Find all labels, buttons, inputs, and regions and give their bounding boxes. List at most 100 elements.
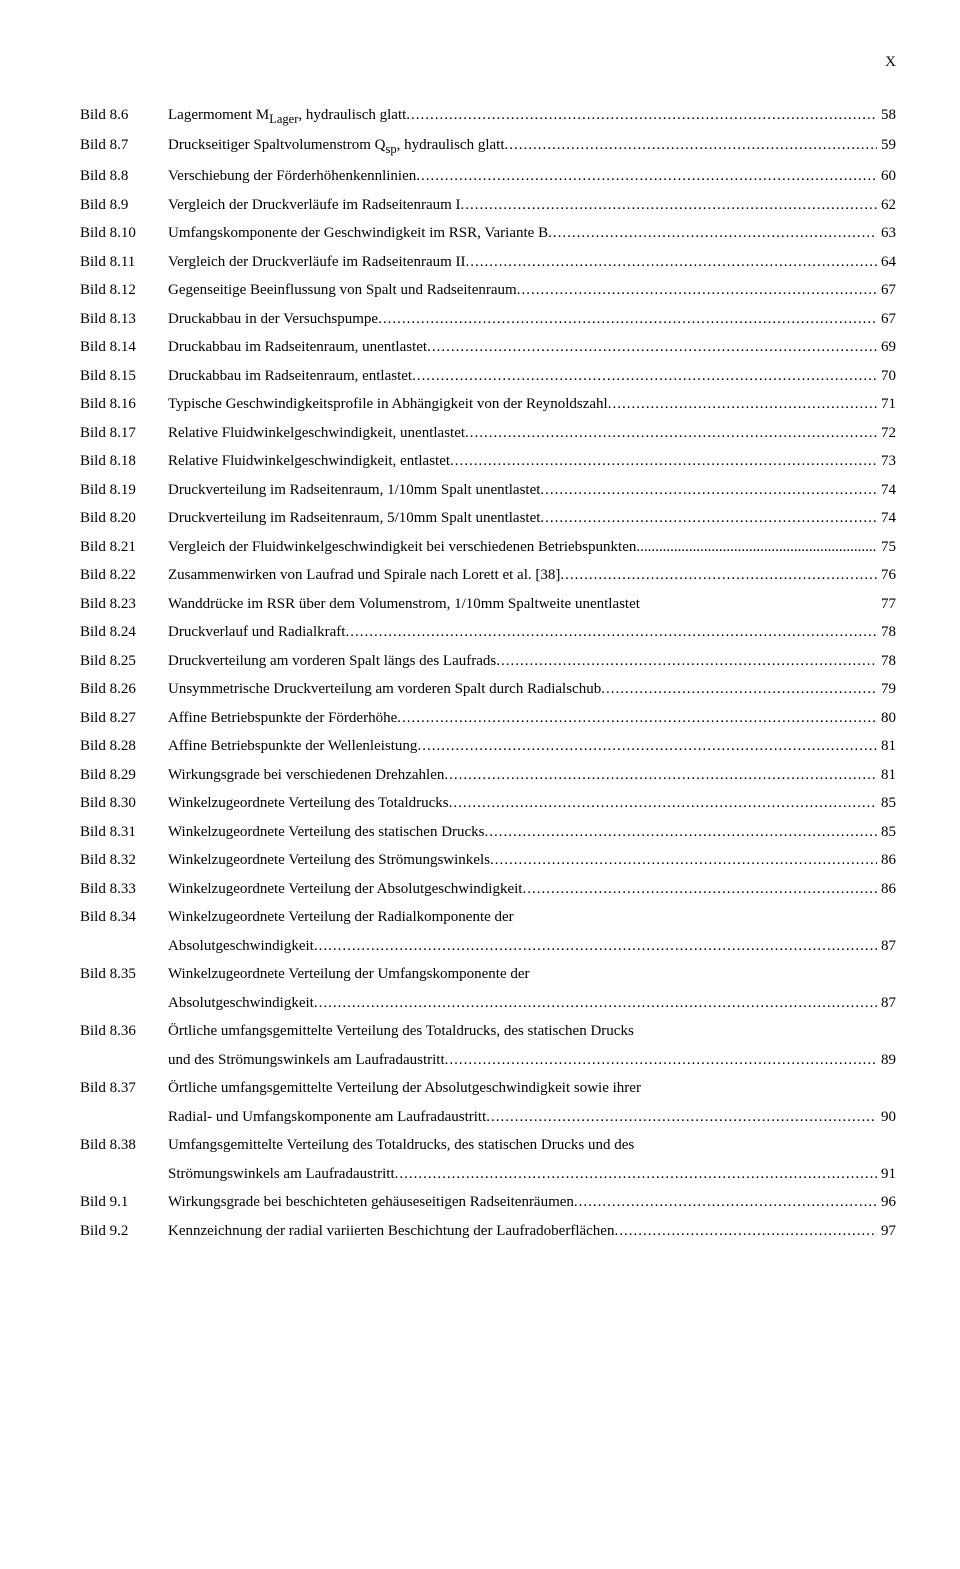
toc-entry: Bild 9.1Wirkungsgrade bei beschichteten … <box>80 1188 896 1217</box>
entry-page: 59 <box>877 131 896 160</box>
entry-title: Druckverteilung im Radseitenraum, 5/10mm… <box>168 504 540 533</box>
entry-text: Druckverteilung im Radseitenraum, 5/10mm… <box>168 504 896 533</box>
entry-title: Verschiebung der Förderhöhenkennlinien <box>168 162 416 191</box>
entry-page: 89 <box>877 1046 896 1075</box>
entry-label: Bild 8.10 <box>80 219 168 248</box>
entry-title: Druckverlauf und Radialkraft <box>168 618 345 647</box>
dot-leader <box>465 419 877 448</box>
entry-title: Wirkungsgrade bei verschiedenen Drehzahl… <box>168 761 444 790</box>
entry-title: Druckabbau im Radseitenraum, entlastet <box>168 362 412 391</box>
entry-title: Typische Geschwindigkeitsprofile in Abhä… <box>168 390 608 419</box>
toc-entry: Bild 8.38Umfangsgemittelte Verteilung de… <box>80 1131 896 1188</box>
entry-text: Winkelzugeordnete Verteilung des Strömun… <box>168 846 896 875</box>
entry-title: Affine Betriebspunkte der Förderhöhe <box>168 704 397 733</box>
entry-line: Typische Geschwindigkeitsprofile in Abhä… <box>168 390 896 419</box>
entry-line: Örtliche umfangsgemittelte Verteilung de… <box>168 1074 896 1103</box>
entry-line: Relative Fluidwinkelgeschwindigkeit, ent… <box>168 447 896 476</box>
entry-page: 67 <box>877 305 896 334</box>
figure-list: Bild 8.6Lagermoment MLager, hydraulisch … <box>80 101 896 1246</box>
entry-line: Verschiebung der Förderhöhenkennlinien 60 <box>168 162 896 191</box>
entry-page: 81 <box>877 732 896 761</box>
entry-text: Umfangsgemittelte Verteilung des Totaldr… <box>168 1131 896 1188</box>
toc-entry: Bild 8.17Relative Fluidwinkelgeschwindig… <box>80 419 896 448</box>
entry-title: Druckverteilung im Radseitenraum, 1/10mm… <box>168 476 540 505</box>
entry-label: Bild 8.31 <box>80 818 168 847</box>
toc-entry: Bild 8.26Unsymmetrische Druckverteilung … <box>80 675 896 704</box>
entry-label: Bild 8.18 <box>80 447 168 476</box>
entry-line: Vergleich der Druckverläufe im Radseiten… <box>168 248 896 277</box>
entry-text: Vergleich der Fluidwinkelgeschwindigkeit… <box>168 533 896 562</box>
dot-leader <box>560 561 877 590</box>
dot-leader <box>601 675 877 704</box>
toc-entry: Bild 8.13Druckabbau in der Versuchspumpe… <box>80 305 896 334</box>
entry-line: Absolutgeschwindigkeit87 <box>168 932 896 961</box>
entry-title: Affine Betriebspunkte der Wellenleistung <box>168 732 417 761</box>
entry-text: Kennzeichnung der radial variierten Besc… <box>168 1217 896 1246</box>
entry-text: Zusammenwirken von Laufrad und Spirale n… <box>168 561 896 590</box>
entry-page: 64 <box>877 248 896 277</box>
dot-leader <box>490 846 877 875</box>
entry-line: Winkelzugeordnete Verteilung der Absolut… <box>168 875 896 904</box>
entry-text: Gegenseitige Beeinflussung von Spalt und… <box>168 276 896 305</box>
entry-page: 77 <box>877 590 896 619</box>
entry-line: Vergleich der Fluidwinkelgeschwindigkeit… <box>168 533 896 562</box>
entry-line: Druckabbau im Radseitenraum, unentlastet… <box>168 333 896 362</box>
dot-leader <box>378 305 877 334</box>
entry-text: Umfangskomponente der Geschwindigkeit im… <box>168 219 896 248</box>
entry-line: Zusammenwirken von Laufrad und Spirale n… <box>168 561 896 590</box>
toc-entry: Bild 8.36Örtliche umfangsgemittelte Vert… <box>80 1017 896 1074</box>
dot-leader <box>444 761 877 790</box>
entry-line: Affine Betriebspunkte der Wellenleistung… <box>168 732 896 761</box>
entry-title: Örtliche umfangsgemittelte Verteilung de… <box>168 1017 634 1046</box>
toc-entry: Bild 9.2Kennzeichnung der radial variier… <box>80 1217 896 1246</box>
entry-label: Bild 8.21 <box>80 533 168 562</box>
entry-text: Örtliche umfangsgemittelte Verteilung de… <box>168 1074 896 1131</box>
entry-title: Druckseitiger Spaltvolumenstrom Qsp, hyd… <box>168 131 505 162</box>
entry-title: Vergleich der Fluidwinkelgeschwindigkeit… <box>168 533 636 562</box>
entry-title: Umfangskomponente der Geschwindigkeit im… <box>168 219 548 248</box>
dot-leader <box>517 276 877 305</box>
entry-line: Druckabbau in der Versuchspumpe67 <box>168 305 896 334</box>
entry-label: Bild 8.29 <box>80 761 168 790</box>
entry-line: Radial- und Umfangskomponente am Laufrad… <box>168 1103 896 1132</box>
entry-line: Winkelzugeordnete Verteilung der Radialk… <box>168 903 896 932</box>
entry-page: 60 <box>877 162 896 191</box>
entry-page: 91 <box>877 1160 896 1189</box>
entry-label: Bild 8.14 <box>80 333 168 362</box>
entry-line: Druckabbau im Radseitenraum, entlastet70 <box>168 362 896 391</box>
entry-label: Bild 8.37 <box>80 1074 168 1103</box>
entry-page: 96 <box>877 1188 896 1217</box>
entry-text: Druckverteilung am vorderen Spalt längs … <box>168 647 896 676</box>
entry-line: Absolutgeschwindigkeit87 <box>168 989 896 1018</box>
entry-title: Strömungswinkels am Laufradaustritt <box>168 1160 395 1189</box>
dot-leader <box>486 1103 877 1132</box>
toc-entry: Bild 8.28Affine Betriebspunkte der Welle… <box>80 732 896 761</box>
toc-entry: Bild 8.32Winkelzugeordnete Verteilung de… <box>80 846 896 875</box>
toc-entry: Bild 8.29Wirkungsgrade bei verschiedenen… <box>80 761 896 790</box>
entry-page: 78 <box>877 618 896 647</box>
entry-line: Gegenseitige Beeinflussung von Spalt und… <box>168 276 896 305</box>
entry-page: 97 <box>877 1217 896 1246</box>
toc-entry: Bild 8.12Gegenseitige Beeinflussung von … <box>80 276 896 305</box>
dot-leader <box>314 989 877 1018</box>
entry-label: Bild 8.11 <box>80 248 168 277</box>
entry-label: Bild 8.6 <box>80 101 168 130</box>
entry-line: Affine Betriebspunkte der Förderhöhe80 <box>168 704 896 733</box>
entry-line: Druckverteilung im Radseitenraum, 5/10mm… <box>168 504 896 533</box>
dot-leader <box>496 647 877 676</box>
entry-text: Winkelzugeordnete Verteilung der Radialk… <box>168 903 896 960</box>
page-number: X <box>80 48 896 77</box>
dot-leader <box>574 1188 877 1217</box>
entry-text: Relative Fluidwinkelgeschwindigkeit, ent… <box>168 447 896 476</box>
entry-title: Druckabbau im Radseitenraum, unentlastet <box>168 333 427 362</box>
entry-label: Bild 8.30 <box>80 789 168 818</box>
entry-line: Wirkungsgrade bei verschiedenen Drehzahl… <box>168 761 896 790</box>
entry-line: Druckverteilung im Radseitenraum, 1/10mm… <box>168 476 896 505</box>
entry-line: Umfangsgemittelte Verteilung des Totaldr… <box>168 1131 896 1160</box>
entry-title: Druckverteilung am vorderen Spalt längs … <box>168 647 496 676</box>
entry-line: Umfangskomponente der Geschwindigkeit im… <box>168 219 896 248</box>
entry-line: Winkelzugeordnete Verteilung des Strömun… <box>168 846 896 875</box>
entry-line: Wanddrücke im RSR über dem Volumenstrom,… <box>168 590 896 619</box>
entry-label: Bild 8.12 <box>80 276 168 305</box>
entry-title: Winkelzugeordnete Verteilung des Totaldr… <box>168 789 449 818</box>
